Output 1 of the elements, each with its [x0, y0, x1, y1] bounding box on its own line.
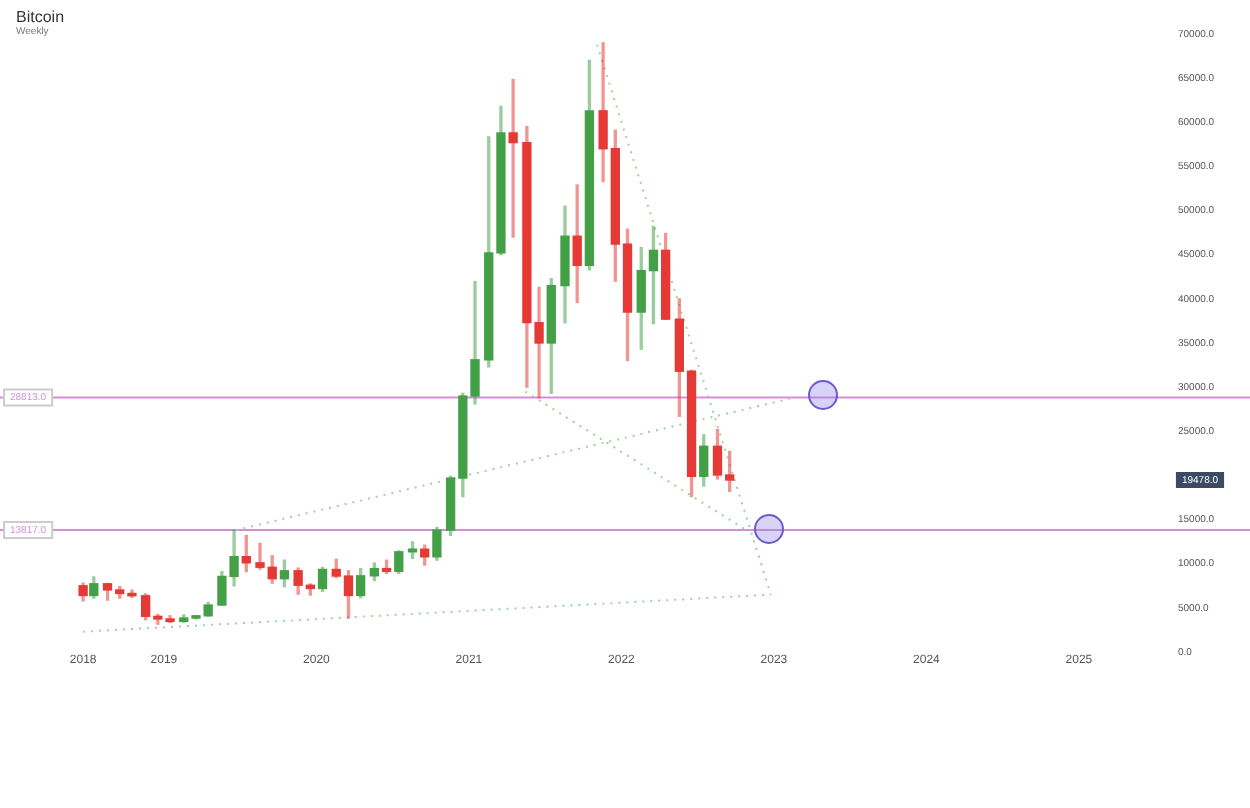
- chart-title: Bitcoin: [16, 8, 65, 26]
